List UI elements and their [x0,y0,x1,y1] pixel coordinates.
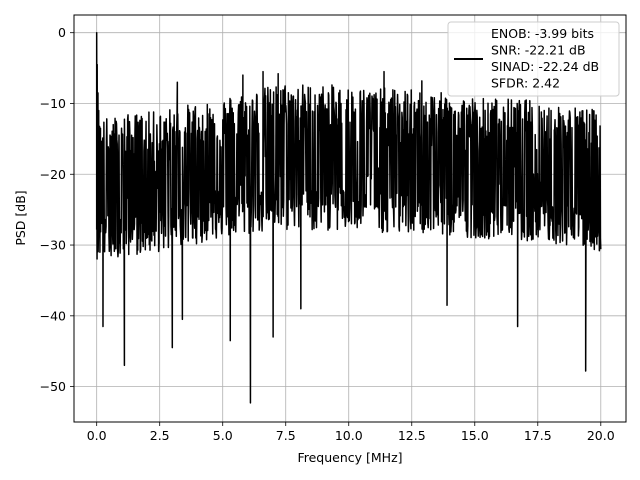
x-axis: 0.0 2.5 5.0 7.5 10.0 12.5 15.0 17.5 20.0 [87,422,615,443]
legend-entry: SFDR: 2.42 [491,76,560,91]
x-tick-label: 2.5 [150,428,170,443]
series-layer [95,31,602,404]
y-axis: 0 −10 −20 −30 −40 −50 [40,25,74,394]
x-tick-label: 15.0 [461,428,489,443]
y-tick-label: 0 [58,25,66,40]
y-tick-label: −40 [40,308,66,323]
legend-entry: ENOB: -3.99 bits [491,26,594,41]
y-tick-label: −30 [40,238,66,253]
x-tick-label: 5.0 [213,428,233,443]
psd-series-line [95,31,602,404]
x-tick-label: 20.0 [587,428,615,443]
plot-frame [73,14,627,423]
y-axis-label: PSD [dB] [13,190,28,245]
y-tick-label: −10 [40,96,66,111]
x-tick-label: 0.0 [87,428,107,443]
x-tick-label: 10.0 [335,428,363,443]
legend-entry: SINAD: -22.24 dB [491,59,599,74]
legend-box [447,21,620,97]
x-tick-label: 17.5 [524,428,552,443]
x-tick-label: 12.5 [398,428,426,443]
y-tick-label: −50 [40,379,66,394]
y-tick-label: −20 [40,167,66,182]
legend-entry: SNR: -22.21 dB [491,43,586,58]
x-tick-label: 7.5 [276,428,296,443]
x-axis-label: Frequency [MHz] [297,450,402,465]
